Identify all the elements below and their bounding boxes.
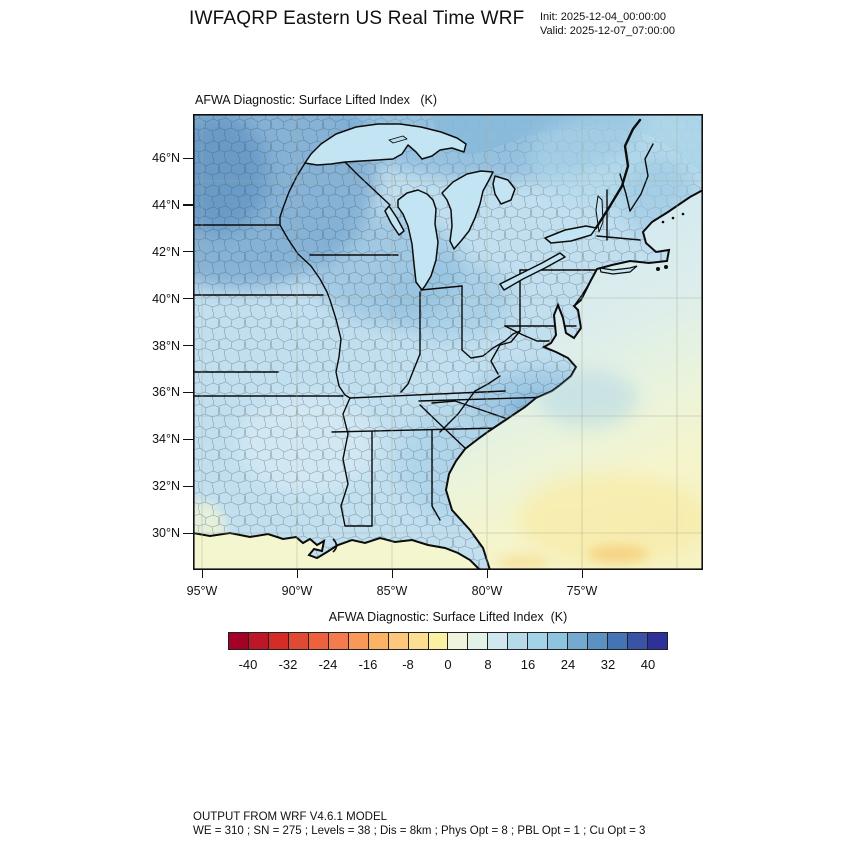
colorbar-cells (228, 632, 668, 650)
y-axis-tick (183, 391, 193, 394)
y-axis-tick (183, 157, 193, 159)
gulf-of-mexico (192, 531, 483, 571)
colorbar-tick-label: 40 (640, 657, 656, 672)
georgian-bay (492, 175, 516, 205)
colorbar-cell (308, 633, 329, 649)
x-axis-tick-label: 80°W (471, 584, 503, 598)
x-axis-tick (581, 570, 583, 578)
colorbar-tick-label: 0 (444, 657, 452, 672)
colorbar-cell (548, 633, 569, 649)
colorbar-tick-label: -24 (318, 657, 338, 672)
x-axis-tick-label: 85°W (376, 584, 408, 598)
x-axis-tick-label: 95°W (186, 584, 218, 598)
colorbar-cell (488, 633, 509, 649)
colorbar-tick-label: -40 (238, 657, 258, 672)
y-axis-tick (183, 345, 193, 347)
footer-line1: OUTPUT FROM WRF V4.6.1 MODEL (193, 811, 388, 823)
footer-line2: WE = 310 ; SN = 275 ; Levels = 38 ; Dis … (193, 825, 646, 837)
colorbar-cell (388, 633, 409, 649)
y-axis-tick-label: 44°N (152, 197, 180, 212)
y-axis-tick-label: 46°N (152, 151, 180, 165)
green-bay (384, 205, 405, 236)
y-axis-tick (183, 204, 193, 206)
map-frame (193, 114, 703, 570)
colorbar-cell (608, 633, 629, 649)
lake-pontchartrain-outline (332, 538, 338, 553)
page-title: IWFAQRP Eastern US Real Time WRF (189, 8, 525, 29)
colorbar-cell (268, 633, 289, 649)
colorbar-tick-label: 16 (520, 657, 536, 672)
colorbar-cell (248, 633, 269, 649)
colorbar-cell (508, 633, 529, 649)
colorbar-cell (368, 633, 389, 649)
colorbar-tick-label: 8 (484, 657, 492, 672)
lake-champlain (595, 195, 604, 233)
y-axis-tick-label: 38°N (152, 338, 180, 353)
colorbar-cell (408, 633, 429, 649)
colorbar-tick-label: 24 (560, 657, 576, 672)
atlantic-shading (498, 371, 703, 570)
colorbar-ticks: -40 -32 -24 -16 -8 0 8 16 24 32 40 (228, 657, 668, 673)
colorbar-tick-label: 32 (600, 657, 616, 672)
colorbar-cell (648, 633, 667, 649)
y-axis-tick-label: 42°N (152, 244, 180, 259)
colorbar-tick-label: -16 (358, 657, 378, 672)
st-lawrence-river (594, 118, 642, 230)
y-axis-tick (183, 298, 193, 300)
y-axis-tick-label: 40°N (152, 291, 180, 306)
y-axis-tick-label: 34°N (152, 432, 180, 447)
x-axis-tick-label: 90°W (281, 584, 313, 598)
coastal-islands (599, 212, 685, 275)
map-panel (98, 59, 718, 571)
colorbar-cell (348, 633, 369, 649)
graticule (193, 114, 703, 570)
colorbar-cell (229, 633, 249, 649)
valid-time: Valid: 2025-12-07_07:00:00 (540, 24, 675, 37)
x-axis-tick-label: 75°W (566, 584, 598, 598)
model-times: Init: 2025-12-04_00:00:00 Valid: 2025-12… (540, 11, 675, 38)
y-axis-tick-label: 30°N (152, 526, 180, 540)
y-axis-tick (183, 438, 193, 440)
colorbar-tick-label: -8 (402, 657, 414, 672)
y-axis-tick (183, 251, 193, 253)
lake-erie (499, 252, 566, 291)
colorbar-cell (448, 633, 469, 649)
lake-ontario (544, 225, 597, 244)
colorbar-cell (568, 633, 589, 649)
lake-huron (441, 170, 494, 250)
colorbar-cell (468, 633, 489, 649)
isle-royale (388, 135, 408, 144)
colorbar-cell (528, 633, 549, 649)
lake-superior (304, 123, 467, 166)
great-lakes (304, 123, 604, 291)
colorbar-tick-label: -32 (278, 657, 298, 672)
colorbar-cell (328, 633, 349, 649)
y-axis-tick (183, 485, 193, 487)
colorbar-cell (288, 633, 309, 649)
plot-title: AFWA Diagnostic: Surface Lifted Index (K… (195, 93, 437, 107)
colorbar-cell (588, 633, 609, 649)
colorbar-cell (628, 633, 649, 649)
colorbar-title: AFWA Diagnostic: Surface Lifted Index (K… (328, 610, 568, 624)
x-axis-tick (486, 570, 488, 578)
colorbar-cell (428, 633, 449, 649)
lake-michigan (397, 189, 439, 291)
x-axis-tick (201, 570, 203, 578)
footer: OUTPUT FROM WRF V4.6.1 MODEL WE = 310 ; … (193, 810, 645, 838)
y-axis-tick (183, 532, 193, 534)
y-axis-tick-label: 32°N (152, 479, 180, 494)
map-svg (98, 59, 718, 571)
x-axis-tick (391, 570, 393, 578)
x-axis-tick (296, 570, 298, 578)
y-axis-tick-label: 36°N (152, 385, 180, 400)
init-time: Init: 2025-12-04_00:00:00 (540, 11, 666, 23)
long-island (599, 265, 638, 275)
